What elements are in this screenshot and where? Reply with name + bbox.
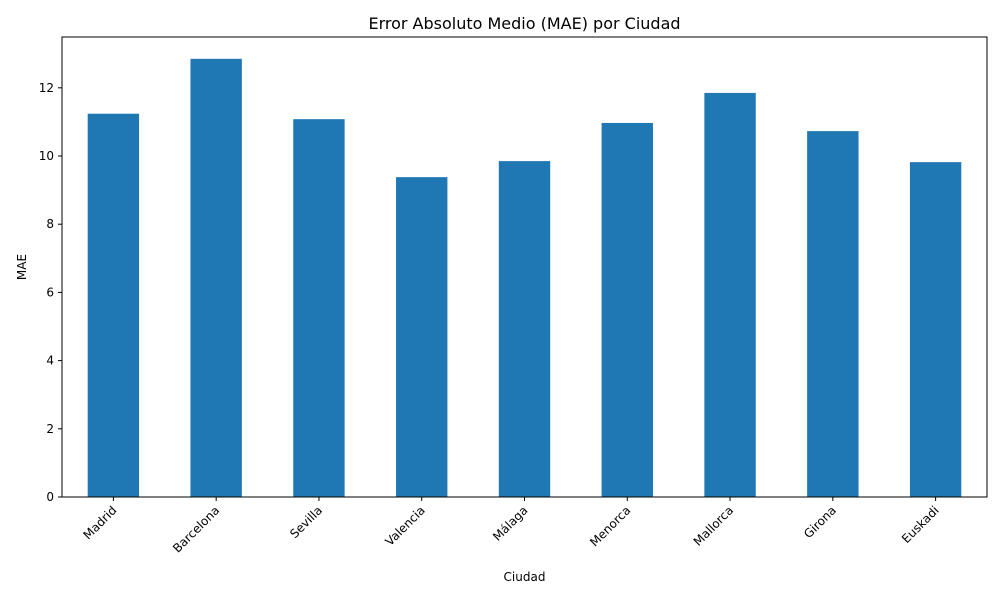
y-tick-label: 0 [46,490,54,504]
chart-title: Error Absoluto Medio (MAE) por Ciudad [368,14,680,33]
y-tick-label: 8 [46,217,54,231]
x-axis-label: Ciudad [504,570,546,584]
bar-mallorca [704,92,756,497]
y-axis: 0 2 4 6 8 10 12 [39,81,62,504]
y-tick-label: 10 [39,149,54,163]
bar-valencia [396,177,448,497]
y-tick-label: 6 [46,285,54,299]
plot-frame [61,36,988,498]
bar-sevilla [293,119,345,498]
bar-madrid [87,113,140,497]
y-tick-label: 2 [46,422,54,436]
bar-menorca [601,122,653,497]
bars-group [87,58,962,498]
bar-malaga [498,161,551,497]
bar-barcelona [190,58,242,497]
y-tick-label: 12 [39,81,54,95]
y-axis-label: MAE [15,254,29,280]
y-tick-label: 4 [46,354,54,368]
bar-euskadi [909,162,962,498]
bar-girona [807,131,859,498]
